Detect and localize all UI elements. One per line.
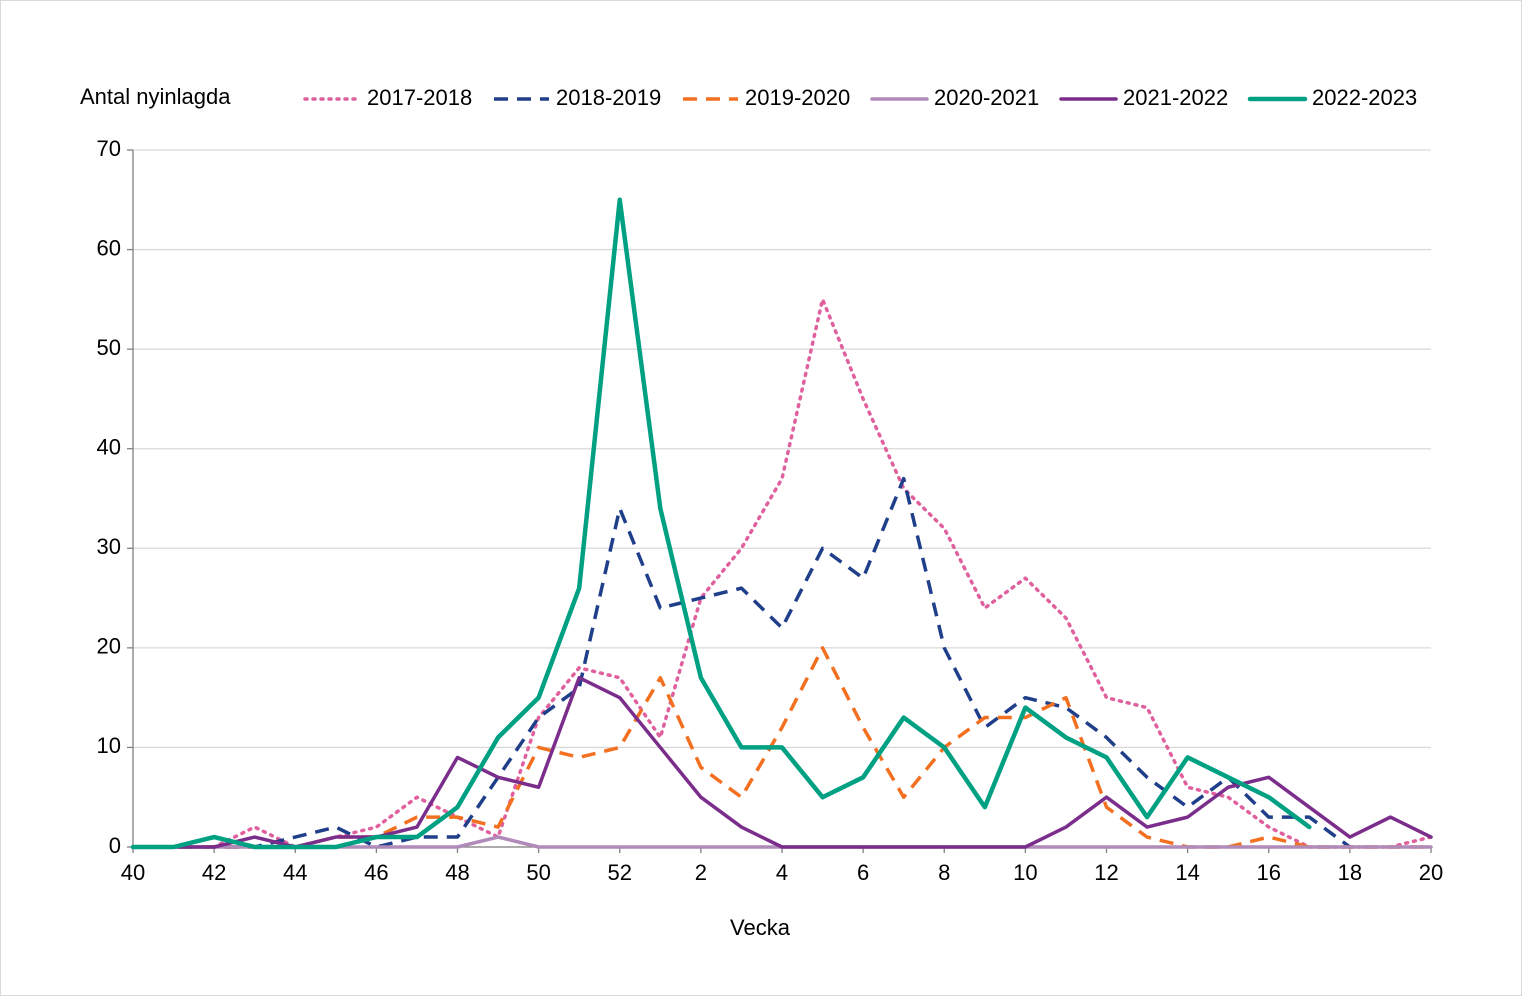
y-tick-label: 20 [97, 634, 121, 659]
legend-label: 2022-2023 [1312, 85, 1417, 110]
x-tick-label: 18 [1338, 860, 1362, 885]
x-tick-label: 42 [202, 860, 226, 885]
x-tick-label: 44 [283, 860, 307, 885]
x-tick-label: 48 [445, 860, 469, 885]
legend-label: 2021-2022 [1123, 85, 1228, 110]
y-tick-label: 40 [97, 435, 121, 460]
x-tick-label: 14 [1175, 860, 1199, 885]
y-tick-label: 70 [97, 136, 121, 161]
x-tick-label: 2 [695, 860, 707, 885]
x-tick-label: 16 [1257, 860, 1281, 885]
x-tick-label: 50 [526, 860, 550, 885]
x-tick-label: 46 [364, 860, 388, 885]
series-line [130, 197, 1312, 850]
x-tick-label: 6 [857, 860, 869, 885]
x-tick-label: 12 [1094, 860, 1118, 885]
x-tick-label: 52 [608, 860, 632, 885]
x-tick-label: 40 [121, 860, 145, 885]
series-line [133, 476, 1351, 849]
y-axis-label: Antal nyinlagda [80, 84, 231, 109]
x-tick-label: 4 [776, 860, 788, 885]
y-tick-label: 30 [97, 534, 121, 559]
x-tick-label: 8 [938, 860, 950, 885]
y-tick-label: 0 [109, 833, 121, 858]
series-line [131, 675, 1433, 849]
legend-label: 2018-2019 [556, 85, 661, 110]
y-tick-label: 60 [97, 235, 121, 260]
legend-label: 2017-2018 [367, 85, 472, 110]
x-axis-label: Vecka [730, 915, 791, 940]
legend-label: 2019-2020 [745, 85, 850, 110]
x-tick-label: 10 [1013, 860, 1037, 885]
x-tick-label: 20 [1419, 860, 1443, 885]
y-tick-label: 50 [97, 335, 121, 360]
y-tick-label: 10 [97, 733, 121, 758]
legend-label: 2020-2021 [934, 85, 1039, 110]
